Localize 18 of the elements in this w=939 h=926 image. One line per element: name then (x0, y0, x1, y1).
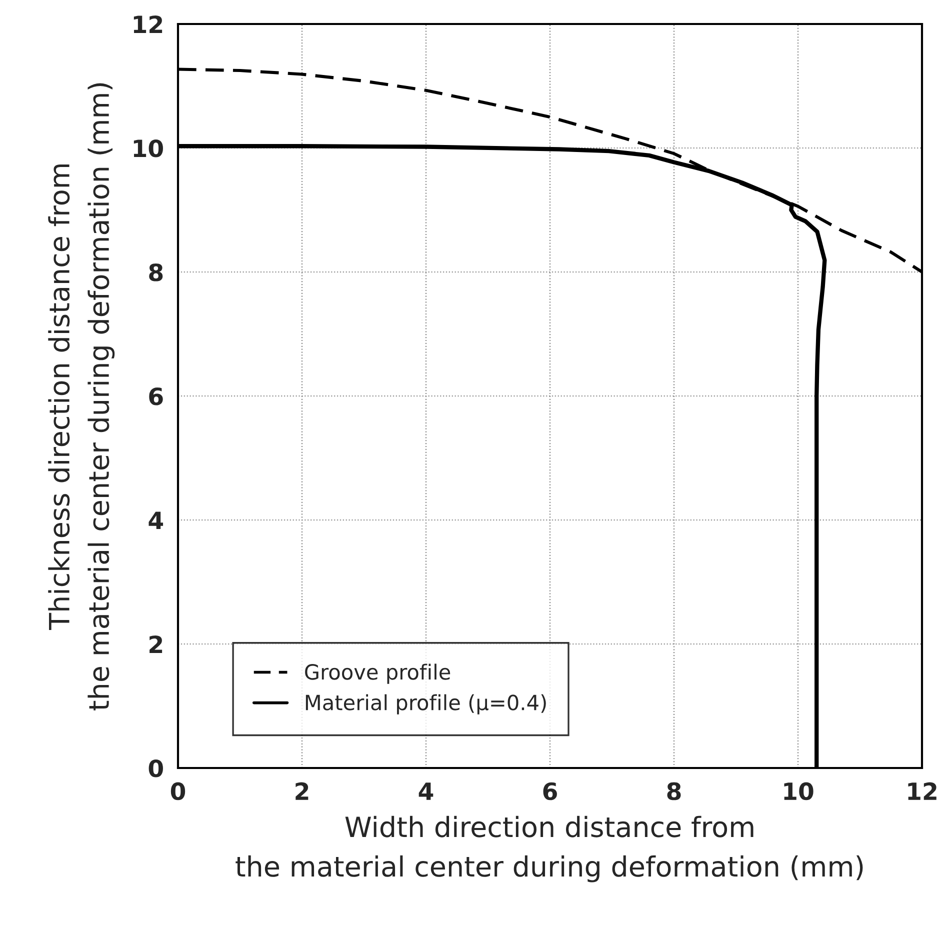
y-tick-label: 4 (148, 512, 164, 529)
x-tick-label: 0 (170, 782, 186, 800)
y-tick-label: 10 (134, 139, 163, 158)
y-axis-title: Thickness direction distance from the material center during deformation (mm) (48, 83, 115, 710)
legend-label: Material profile (μ=0.4) (306, 694, 546, 714)
y-tick-label: 8 (149, 263, 163, 282)
legend-label: Groove profile (305, 664, 450, 684)
y-tick-label: 12 (134, 15, 162, 33)
x-tick-label: 10 (784, 782, 814, 800)
x-tick-label: 4 (418, 782, 434, 800)
x-axis-title: Width direction distance from the material center during deformation (mm) (236, 816, 863, 882)
x-tick-label: 8 (667, 782, 681, 800)
y-tick-label: 2 (150, 635, 162, 653)
x-tick-label: 2 (296, 782, 308, 800)
x-tick-label: 6 (543, 782, 557, 800)
y-tick-label: 6 (149, 387, 163, 406)
x-tick-label: 12 (908, 782, 936, 800)
y-tick-label: 0 (148, 759, 163, 778)
